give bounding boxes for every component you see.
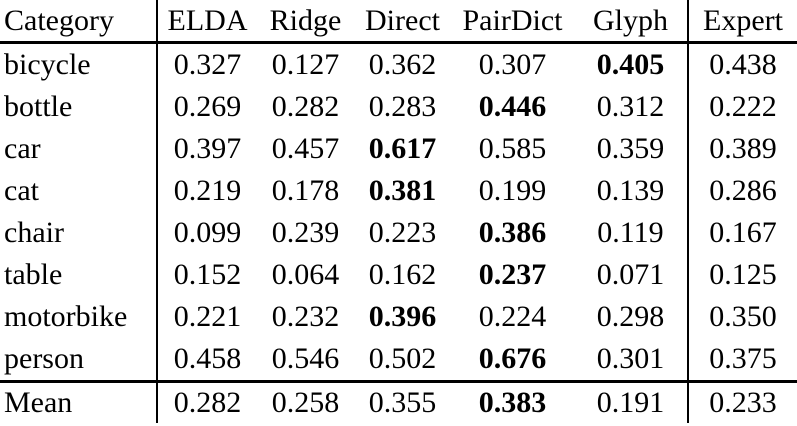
value-cell: 0.178 (271, 174, 340, 207)
value-cell: 0.546 (271, 342, 340, 375)
value-cell: 0.071 (596, 258, 665, 291)
column-header-glyph: Glyph (574, 0, 688, 44)
value-cell: 0.457 (271, 132, 340, 165)
value-cell: 0.389 (687, 128, 797, 170)
category-cell: Mean (0, 380, 158, 423)
column-header-direct: Direct (354, 0, 451, 44)
value-cell: 0.162 (368, 258, 437, 291)
table-row: cat 0.219 0.178 0.381 0.199 0.139 0.286 (0, 170, 797, 212)
column-header-category: Category (0, 0, 158, 44)
value-cell: 0.269 (173, 90, 242, 123)
value-cell: 0.362 (368, 48, 437, 81)
table-row: bottle 0.269 0.282 0.283 0.446 0.312 0.2… (0, 86, 797, 128)
value-cell: 0.221 (173, 300, 242, 333)
value-cell: 0.125 (687, 254, 797, 296)
value-cell: 0.502 (368, 342, 437, 375)
value-cell: 0.282 (271, 90, 340, 123)
value-cell: 0.381 (368, 174, 437, 207)
value-cell: 0.327 (173, 48, 242, 81)
category-cell: bottle (0, 86, 158, 128)
value-cell: 0.224 (478, 300, 547, 333)
value-cell: 0.232 (271, 300, 340, 333)
column-header-expert: Expert (687, 0, 797, 44)
value-cell: 0.386 (478, 216, 547, 249)
table-row: table 0.152 0.064 0.162 0.237 0.071 0.12… (0, 254, 797, 296)
value-cell: 0.219 (173, 174, 242, 207)
value-cell: 0.307 (478, 48, 547, 81)
value-cell: 0.223 (368, 216, 437, 249)
value-cell: 0.617 (368, 132, 437, 165)
table-row: car 0.397 0.457 0.617 0.585 0.359 0.389 (0, 128, 797, 170)
value-cell: 0.286 (687, 170, 797, 212)
value-cell: 0.199 (478, 174, 547, 207)
value-cell: 0.233 (687, 380, 797, 423)
column-header-pairdict: PairDict (451, 0, 574, 44)
category-cell: cat (0, 170, 158, 212)
category-cell: bicycle (0, 42, 158, 86)
value-cell: 0.355 (354, 380, 451, 423)
value-cell: 0.258 (257, 380, 354, 423)
value-cell: 0.139 (596, 174, 665, 207)
value-cell: 0.191 (574, 380, 688, 423)
category-cell: person (0, 338, 158, 382)
value-cell: 0.359 (596, 132, 665, 165)
value-cell: 0.298 (596, 300, 665, 333)
value-cell: 0.152 (173, 258, 242, 291)
value-cell: 0.397 (173, 132, 242, 165)
value-cell: 0.458 (173, 342, 242, 375)
value-cell: 0.222 (687, 86, 797, 128)
table-row: chair 0.099 0.239 0.223 0.386 0.119 0.16… (0, 212, 797, 254)
value-cell: 0.237 (478, 258, 547, 291)
column-header-elda: ELDA (157, 0, 257, 44)
table-row: bicycle 0.327 0.127 0.362 0.307 0.405 0.… (0, 42, 797, 86)
table-row: person 0.458 0.546 0.502 0.676 0.301 0.3… (0, 338, 797, 382)
value-cell: 0.446 (478, 90, 547, 123)
header-row: Category ELDA Ridge Direct PairDict Glyp… (0, 0, 797, 44)
value-cell: 0.585 (478, 132, 547, 165)
value-cell: 0.383 (451, 380, 574, 423)
category-cell: motorbike (0, 296, 158, 338)
category-cell: table (0, 254, 158, 296)
value-cell: 0.282 (157, 380, 257, 423)
value-cell: 0.239 (271, 216, 340, 249)
value-cell: 0.064 (271, 258, 340, 291)
value-cell: 0.167 (687, 212, 797, 254)
value-cell: 0.301 (596, 342, 665, 375)
category-cell: car (0, 128, 158, 170)
table-row: motorbike 0.221 0.232 0.396 0.224 0.298 … (0, 296, 797, 338)
mean-row: Mean 0.282 0.258 0.355 0.383 0.191 0.233 (0, 380, 797, 423)
value-cell: 0.099 (173, 216, 242, 249)
value-cell: 0.676 (478, 342, 547, 375)
value-cell: 0.283 (368, 90, 437, 123)
category-cell: chair (0, 212, 158, 254)
value-cell: 0.119 (597, 216, 664, 249)
column-header-ridge: Ridge (257, 0, 354, 44)
value-cell: 0.350 (687, 296, 797, 338)
value-cell: 0.438 (687, 42, 797, 86)
value-cell: 0.312 (596, 90, 665, 123)
value-cell: 0.405 (596, 48, 665, 81)
value-cell: 0.375 (687, 338, 797, 382)
value-cell: 0.127 (271, 48, 340, 81)
value-cell: 0.396 (368, 300, 437, 333)
